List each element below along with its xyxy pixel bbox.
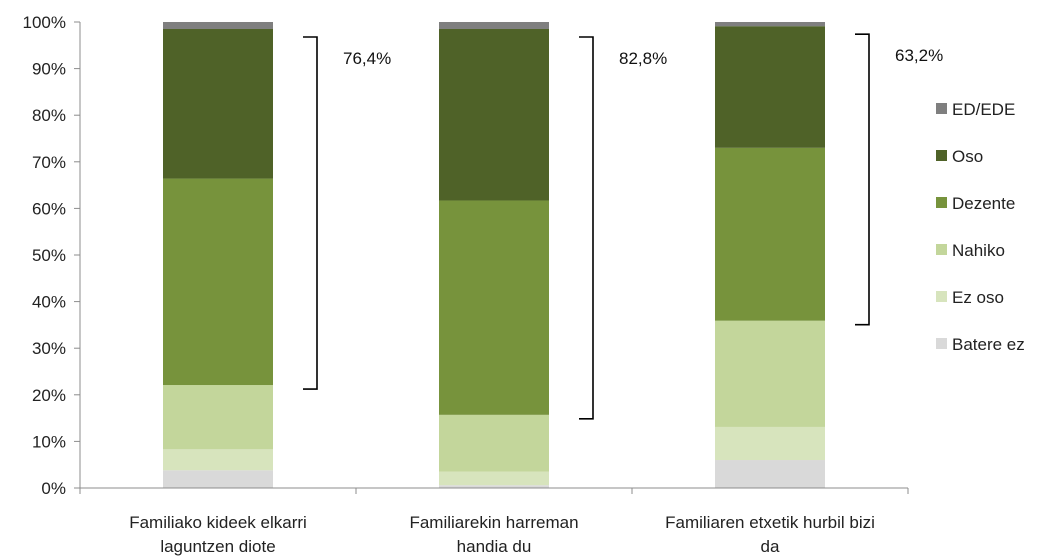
x-category-label: Familiaren etxetik hurbil bizi: [665, 513, 875, 532]
x-category-label: Familiako kideek elkarri: [129, 513, 307, 532]
bar-segment-ed-ede: [439, 22, 549, 29]
bar-segment-nahiko: [163, 385, 273, 450]
bar-segment-batere-ez: [439, 485, 549, 488]
bracket-line: [303, 36, 318, 390]
bar-segment-batere-ez: [163, 470, 273, 488]
legend-swatch: [936, 244, 947, 255]
x-axis: Familiako kideek elkarri laguntzen diote F…: [79, 487, 909, 556]
legend-swatch: [936, 150, 947, 161]
brackets: 76,4% 82,8% 63,2%: [303, 33, 943, 420]
bracket-label: 76,4%: [343, 49, 391, 68]
y-tick-label: 20%: [32, 386, 66, 405]
y-tick-label: 50%: [32, 246, 66, 265]
x-category-label: handia du: [457, 537, 532, 556]
y-tick-label: 60%: [32, 199, 66, 218]
bar-segment-oso: [163, 28, 273, 179]
legend: ED/EDE Oso Dezente Nahiko Ez oso Batere ez: [936, 100, 1025, 354]
y-tick-label: 30%: [32, 339, 66, 358]
bar-segment-dezente: [163, 178, 273, 386]
bar-segment-oso: [715, 26, 825, 148]
legend-swatch: [936, 197, 947, 208]
x-category-label: Familiarekin harreman: [409, 513, 578, 532]
legend-swatch: [936, 103, 947, 114]
legend-swatch: [936, 338, 947, 349]
legend-label: Dezente: [952, 194, 1015, 213]
bar-segment-ed-ede: [163, 22, 273, 29]
y-tick-label: 40%: [32, 293, 66, 312]
y-tick-label: 0%: [41, 479, 66, 498]
bar-segment-batere-ez: [715, 460, 825, 488]
bars: [163, 22, 825, 488]
bracket-line: [855, 33, 870, 326]
y-tick-label: 90%: [32, 60, 66, 79]
bar-segment-ez-oso: [439, 471, 549, 486]
y-tick-label: 100%: [23, 13, 66, 32]
x-category-label: laguntzen diote: [160, 537, 275, 556]
bar-segment-nahiko: [715, 320, 825, 427]
y-tick-label: 10%: [32, 432, 66, 451]
bar-segment-oso: [439, 28, 549, 201]
bar-segment-ez-oso: [163, 449, 273, 471]
y-tick-label: 80%: [32, 106, 66, 125]
bar-segment-nahiko: [439, 414, 549, 472]
legend-swatch: [936, 291, 947, 302]
legend-label: Batere ez: [952, 335, 1025, 354]
bar-segment-ed-ede: [715, 22, 825, 27]
legend-label: Nahiko: [952, 241, 1005, 260]
bar-segment-dezente: [715, 147, 825, 321]
legend-label: Ez oso: [952, 288, 1004, 307]
bracket-label: 63,2%: [895, 46, 943, 65]
bar-segment-ez-oso: [715, 426, 825, 461]
bracket-line: [579, 36, 594, 420]
bracket-label: 82,8%: [619, 49, 667, 68]
y-tick-label: 70%: [32, 153, 66, 172]
legend-label: Oso: [952, 147, 983, 166]
legend-label: ED/EDE: [952, 100, 1015, 119]
bar-segment-dezente: [439, 200, 549, 415]
x-category-label: da: [761, 537, 780, 556]
y-axis: 0% 10% 20% 30% 40% 50% 60% 70% 80% 90% 100%: [23, 13, 81, 498]
